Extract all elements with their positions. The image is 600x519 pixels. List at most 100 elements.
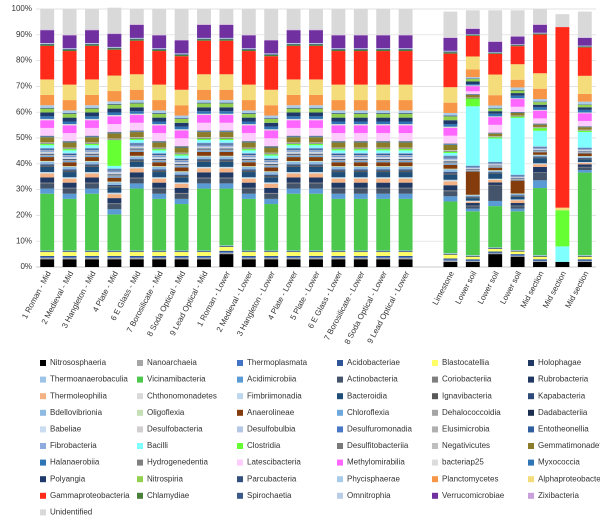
bar-segment <box>309 259 323 267</box>
bar-segment <box>443 253 458 254</box>
bar-segment <box>107 7 122 34</box>
bar-segment <box>241 160 256 163</box>
bar-segment <box>152 148 167 150</box>
bar-segment <box>443 124 458 127</box>
bar-segment <box>398 48 413 50</box>
bar-segment <box>286 172 301 174</box>
legend-label: Elusimicrobia <box>442 425 490 434</box>
bar-segment <box>107 169 122 171</box>
bar-segment <box>465 201 480 202</box>
legend-label: Chthonomonadetes <box>147 391 217 400</box>
bar-segment <box>129 137 144 138</box>
bar-segment <box>241 121 256 125</box>
bar-segment <box>533 107 547 110</box>
bar-segment <box>219 74 234 90</box>
bar-segment <box>85 44 99 46</box>
legend-label: Gammaproteobacteria <box>50 491 130 500</box>
bar-segment <box>533 259 547 261</box>
bar-segment <box>398 125 413 134</box>
bar-segment <box>241 140 256 142</box>
bar-segment <box>443 191 458 197</box>
bar-segment <box>309 151 323 153</box>
bar-segment <box>40 177 55 183</box>
bar-segment <box>331 112 346 114</box>
bar-segment <box>488 179 503 183</box>
bar-segment <box>533 99 547 102</box>
bar-segment <box>465 261 480 262</box>
bar-segment <box>398 124 413 126</box>
bar-segment <box>309 252 323 256</box>
bar-segment <box>152 158 167 160</box>
bar-segment <box>353 153 368 156</box>
bar-segment <box>62 157 77 159</box>
legend-label: Negativicutes <box>442 441 490 450</box>
bar-segment <box>264 154 279 156</box>
legend-label: Chlamydiae <box>147 491 190 500</box>
bar-segment <box>398 257 413 258</box>
legend-label: Thermoleophilia <box>50 391 107 400</box>
bar-segment <box>488 248 503 249</box>
legend-swatch <box>40 426 46 433</box>
bar-segment <box>510 193 525 196</box>
bar-segment <box>376 169 391 171</box>
bar-segment <box>353 250 368 252</box>
bar-segment <box>152 48 167 49</box>
bar-segment <box>152 188 167 194</box>
bar-segment <box>129 143 144 145</box>
bar-segment <box>331 34 346 36</box>
bar-segment <box>510 196 525 200</box>
bar-segment <box>533 127 547 129</box>
bar-segment <box>264 172 279 175</box>
bar-segment <box>465 203 480 206</box>
bar-segment <box>465 28 480 29</box>
bar-segment <box>152 259 167 267</box>
bar-segment <box>331 182 346 188</box>
bar-segment <box>62 160 77 163</box>
bar-segment <box>577 157 592 159</box>
bar-segment <box>488 41 503 53</box>
bar-segment <box>353 147 368 149</box>
bar-segment <box>465 34 480 36</box>
bar-segment <box>264 54 279 57</box>
bar-segment <box>376 156 391 158</box>
bar-segment <box>264 138 279 146</box>
bar-segment <box>331 166 346 167</box>
bar-segment <box>107 184 122 187</box>
bar-segment <box>286 173 301 178</box>
bar-segment <box>488 124 503 133</box>
bar-segment <box>331 198 346 251</box>
bar-segment <box>398 177 413 179</box>
bar-segment <box>577 147 592 149</box>
bar-segment <box>197 156 211 160</box>
bar-segment <box>577 11 592 38</box>
bar-segment <box>353 133 368 141</box>
bar-segment <box>331 125 346 134</box>
legend-label: Hydrogenedentia <box>147 458 208 467</box>
bar-segment <box>241 148 256 150</box>
bar-segment <box>174 56 189 90</box>
bar-segment <box>465 56 480 70</box>
bar-segment <box>443 156 458 158</box>
bar-segment <box>577 151 592 153</box>
bar-segment <box>107 132 122 134</box>
bar-segment <box>219 137 234 138</box>
legend-label: Dehalococcoidia <box>442 408 501 417</box>
bar-segment <box>510 117 525 175</box>
bar-segment <box>510 176 525 177</box>
bar-segment <box>129 149 144 151</box>
bar-segment <box>40 152 55 153</box>
bar-segment <box>107 252 122 256</box>
bar-segment <box>510 200 525 204</box>
bar-segment <box>286 252 301 256</box>
bar-segment <box>465 168 480 169</box>
bar-segment <box>309 164 323 166</box>
bar-segment <box>241 198 256 251</box>
bar-segment <box>353 48 368 50</box>
bar-segment <box>510 199 525 201</box>
bar-segment <box>376 150 391 153</box>
bar-segment <box>241 188 256 194</box>
bar-segment <box>62 51 77 85</box>
bar-segment <box>510 178 525 180</box>
bar-segment <box>264 53 279 55</box>
legend-label: Planctomycetes <box>442 474 498 483</box>
